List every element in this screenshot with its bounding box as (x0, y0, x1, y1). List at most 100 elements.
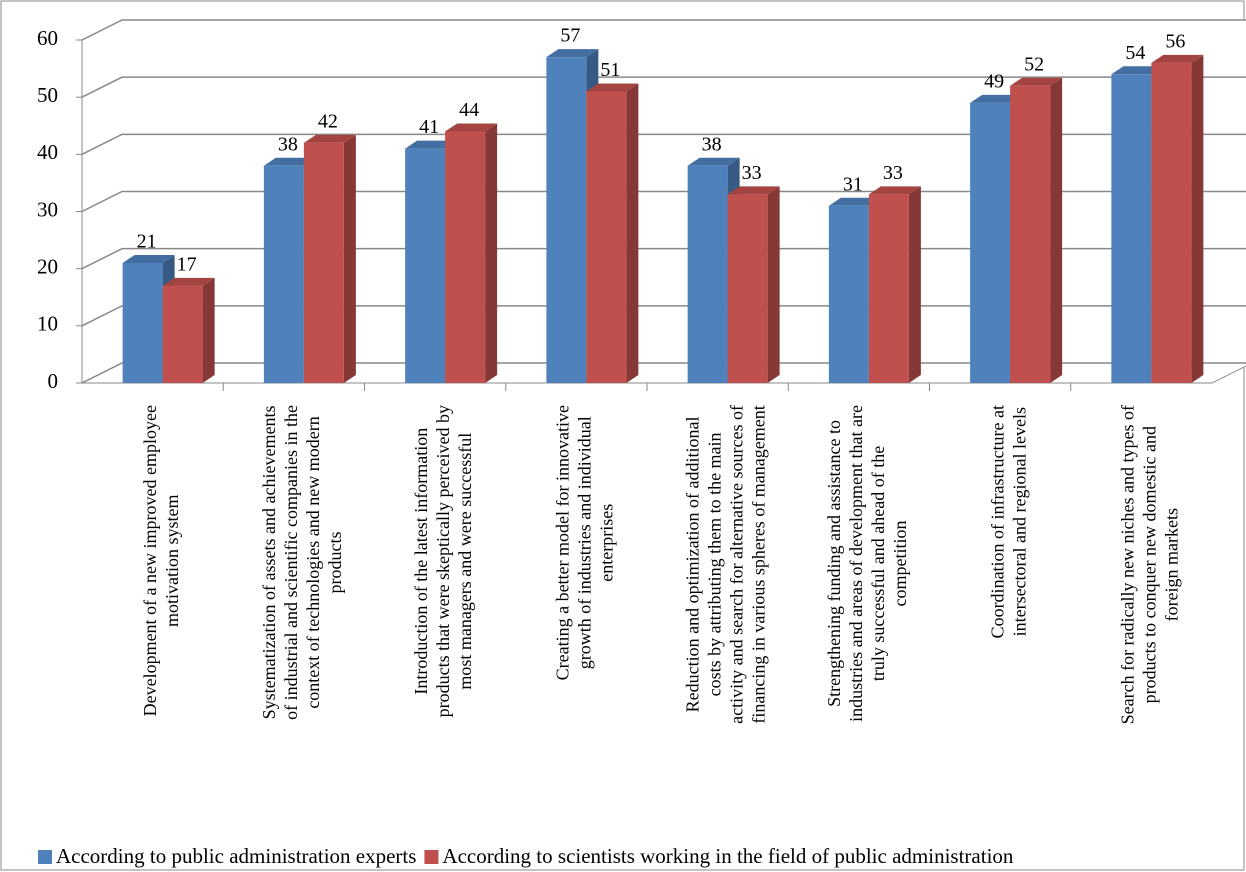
value-label: 31 (843, 173, 863, 195)
bar-side (1050, 77, 1063, 383)
bar (162, 285, 203, 383)
value-label: 54 (1125, 42, 1145, 64)
bar-top (405, 140, 458, 149)
bar-top (970, 94, 1023, 103)
bar-top (727, 186, 780, 195)
bar (727, 194, 768, 383)
y-tick-label: 20 (37, 254, 58, 278)
grid-line (81, 133, 1246, 156)
floor (81, 362, 1246, 384)
value-label: 33 (883, 162, 903, 184)
category-label: Development of a new improved employee mo… (140, 405, 182, 716)
x-tick-label: of industrial and scientific companies i… (281, 405, 301, 720)
bar (263, 165, 304, 383)
x-tick-label: Reduction and optimization of additional (683, 416, 703, 712)
bar-top (303, 134, 356, 143)
bar (405, 148, 446, 383)
bar-top (586, 83, 639, 92)
value-label: 56 (1165, 30, 1185, 52)
value-label: 41 (419, 116, 439, 138)
category-label: Creating a better model for innovative gr… (553, 405, 617, 680)
legend-label: According to scientists working in the f… (442, 844, 1013, 868)
x-tick-label: Development of a new improved employee (140, 405, 160, 716)
bar (122, 262, 163, 383)
x-tick-label: motivation system (162, 494, 182, 627)
bar-top (1151, 54, 1204, 63)
bar-top (828, 197, 881, 206)
x-tick-label: most managers and were successful (455, 433, 475, 690)
series: 21 38 41 57 38 31 49 54 (122, 25, 1164, 384)
bar (828, 205, 869, 383)
legend-swatch (38, 850, 52, 864)
category-label: Coordination of infrastructure at interse… (987, 405, 1029, 638)
value-label: 21 (137, 231, 157, 253)
bar (303, 142, 344, 383)
bar-side (1191, 54, 1204, 383)
bar-side (485, 123, 498, 383)
x-tick-label: enterprises (597, 504, 617, 582)
bar-top (445, 123, 498, 132)
bar-top (162, 277, 215, 286)
bar-side (908, 186, 921, 383)
bar (546, 57, 587, 384)
x-tick-label: Coordination of infrastructure at (987, 405, 1007, 638)
x-tick-label: Systematization of assets and achievemen… (259, 406, 279, 720)
bar-top (868, 186, 921, 195)
x-tick-label: Creating a better model for innovative (553, 405, 573, 680)
value-label: 52 (1024, 53, 1044, 75)
value-label: 57 (560, 25, 580, 47)
value-label: 38 (278, 133, 298, 155)
y-tick-label: 30 (37, 197, 58, 221)
bar-side (202, 277, 215, 383)
bar-side (626, 83, 639, 383)
x-tick-label: truly successful and ahead of the (868, 446, 888, 681)
x-tick-label: products to conquer new domestic and (1140, 426, 1160, 703)
x-tick-label: financing in various spheres of manageme… (749, 405, 769, 723)
legend-label: According to public administration exper… (56, 844, 416, 868)
grid-line (81, 76, 1246, 98)
value-label: 51 (600, 59, 620, 81)
bar-side (767, 186, 780, 383)
category-label: Reduction and optimization of additional… (683, 405, 769, 724)
bar-top (263, 157, 316, 166)
x-tick-label: industries and areas of development that… (846, 405, 866, 722)
category-label: Search for radically new niches and type… (1118, 405, 1182, 724)
bar-top (687, 157, 740, 166)
x-tick-label: foreign markets (1162, 508, 1182, 621)
series: 17 42 44 51 33 33 52 56 (162, 30, 1204, 383)
bar (586, 91, 627, 383)
grid-line (81, 19, 1246, 41)
y-tick-label: 10 (37, 312, 58, 336)
value-label: 33 (742, 162, 762, 184)
y-tick-label: 50 (37, 83, 58, 107)
bar-top (546, 49, 599, 58)
x-tick-label: competition (890, 520, 910, 606)
value-label: 44 (459, 99, 479, 121)
y-tick-label: 60 (37, 26, 58, 50)
x-tick-label: intersectoral and regional levels (1009, 407, 1029, 636)
bar (868, 194, 909, 383)
category-label: Introduction of the latest information pr… (411, 405, 475, 717)
bar-top (122, 254, 175, 263)
x-tick-label: costs by attributing them to the main (705, 432, 725, 696)
x-tick-label: Introduction of the latest information (411, 428, 431, 695)
bar (445, 131, 486, 383)
value-label: 49 (984, 70, 1004, 92)
x-tick-label: context of technologies and new modern (303, 416, 323, 708)
x-tick-label: activity and search for alternative sour… (727, 405, 747, 724)
category-label: Systematization of assets and achievemen… (259, 405, 345, 720)
value-label: 17 (177, 253, 197, 275)
bar (1151, 62, 1192, 383)
value-label: 42 (318, 110, 338, 132)
x-tick-label: products (325, 531, 345, 593)
x-tick-label: growth of industries and individual (575, 416, 595, 669)
y-tick-label: 40 (37, 140, 58, 164)
legend-swatch (424, 850, 439, 864)
x-tick-label: Search for radically new niches and type… (1118, 405, 1138, 724)
x-tick-label: Strengthening funding and assistance to (824, 420, 844, 707)
bar (687, 165, 728, 383)
bar-top (1010, 77, 1063, 86)
x-tick-label: products that were skeptically perceived… (433, 405, 453, 717)
bar-side (343, 134, 356, 383)
